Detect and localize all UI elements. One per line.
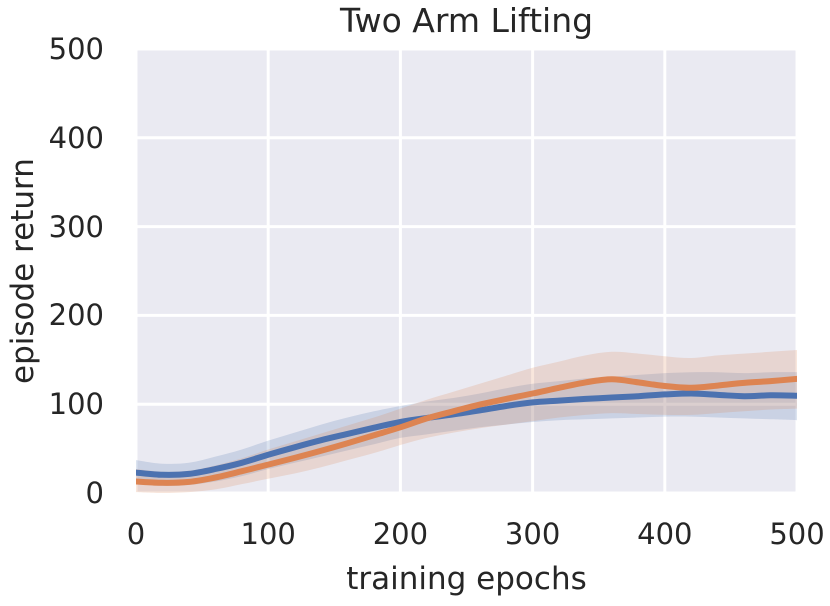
y-tick-label: 200: [48, 298, 104, 333]
x-tick-label: 300: [504, 517, 561, 551]
x-tick-label: 200: [372, 517, 429, 551]
chart-title: Two Arm Lifting: [339, 1, 594, 40]
y-tick-label: 500: [48, 32, 104, 66]
x-tick-label: 0: [126, 517, 146, 551]
x-axis-label: training epochs: [346, 561, 587, 597]
y-tick-label: 0: [85, 476, 104, 510]
y-tick-label: 400: [48, 120, 104, 155]
orange-series-line: [136, 375, 797, 486]
x-tick-label: 100: [240, 517, 296, 551]
plot-background: [136, 49, 797, 493]
y-tick-label: 300: [48, 209, 104, 244]
y-tick-label: 100: [48, 387, 104, 422]
x-tick-label: 400: [637, 517, 693, 551]
x-tick-label: 500: [769, 517, 825, 551]
plot-area: [136, 49, 797, 493]
y-tick-labels: 0 100 200 300 400 500: [0, 0, 104, 606]
blue-series-line: [136, 390, 797, 478]
